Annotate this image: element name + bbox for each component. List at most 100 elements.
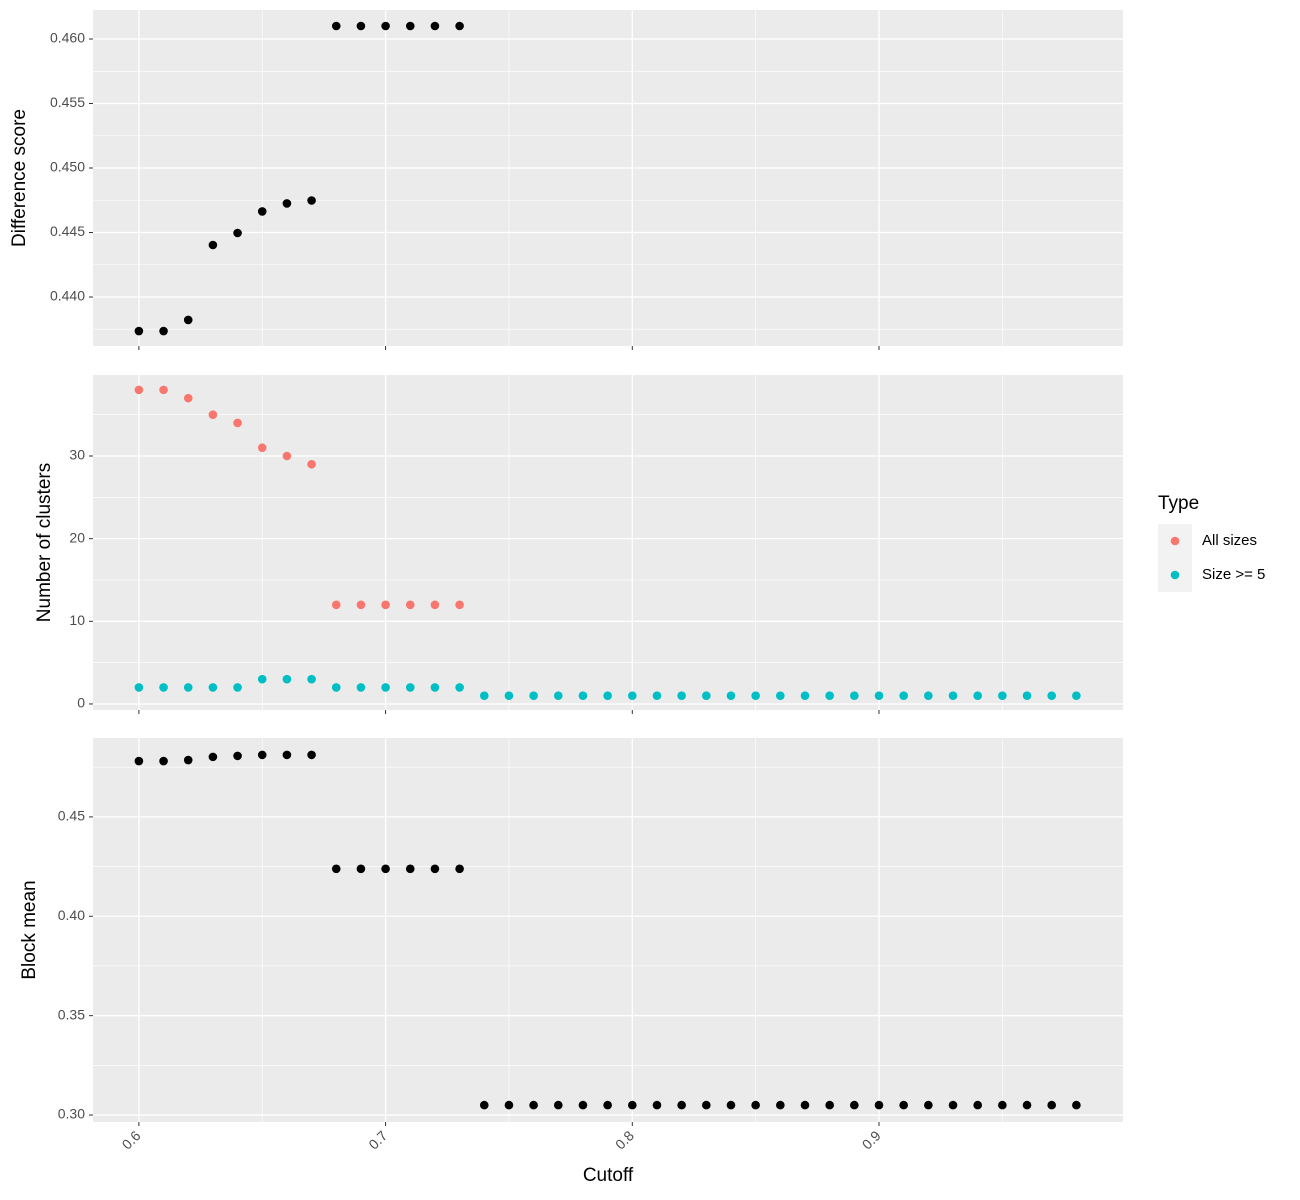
point [257,674,267,684]
point [331,864,341,874]
point [455,21,464,31]
point [899,1100,908,1110]
point [282,451,292,461]
point [825,691,834,701]
y-tick-label: 0.30 [58,1106,85,1122]
point [257,443,267,453]
y-tick-label: 30 [69,447,85,463]
point [134,756,144,766]
point [307,750,316,760]
point [455,864,464,874]
point [233,683,242,692]
point [973,691,982,701]
point [751,1100,760,1110]
point [405,21,415,31]
point [183,393,193,403]
point [405,683,415,692]
point [776,691,785,701]
point [924,691,933,701]
point [233,228,242,238]
point [233,751,242,761]
point [1022,691,1032,701]
y-axis-title: Block mean [19,880,40,979]
legend-marker [1170,536,1180,546]
x-tick-label: 0.6 [119,1127,144,1152]
y-tick-label: 0.450 [50,159,85,175]
legend-marker [1170,570,1180,580]
point [899,691,908,701]
point [134,385,144,395]
point [430,600,440,610]
point [356,21,366,31]
point [405,600,415,610]
point [998,691,1007,701]
point [553,1100,563,1110]
point [504,1100,514,1110]
point [776,1100,785,1110]
point [183,755,193,765]
point [702,1100,711,1110]
point [479,1100,489,1110]
legend-title: Type [1158,493,1199,514]
point [381,683,390,692]
point [134,326,144,336]
point [973,1100,982,1110]
point [677,691,686,701]
y-tick-label: 0.455 [50,94,85,110]
point [183,683,193,692]
point [282,674,292,684]
point [628,1100,637,1110]
y-tick-label: 0 [77,695,85,711]
point [603,691,612,701]
point [850,1100,859,1110]
point [529,1100,538,1110]
point [603,1100,612,1110]
point [257,207,267,216]
point [800,691,810,701]
point [307,459,316,469]
x-tick-label: 0.7 [365,1127,390,1152]
point [356,683,366,692]
point [208,752,218,762]
point [652,691,662,701]
point [924,1100,933,1110]
point [702,691,711,701]
point [183,315,193,325]
x-axis-title: Cutoff [583,1165,634,1186]
y-axis-title: Difference score [9,109,30,247]
point [529,691,538,701]
point [331,683,341,692]
point [381,21,390,31]
point [800,1100,810,1110]
point [553,691,563,701]
point [874,1100,884,1110]
point [331,21,341,31]
y-tick-label: 0.460 [50,30,85,46]
point [430,683,440,692]
point [159,326,168,336]
x-tick-label: 0.8 [612,1127,637,1152]
point [479,691,489,701]
point [628,691,637,701]
point [948,1100,958,1110]
point [825,1100,834,1110]
point [257,750,267,760]
legend-label: All sizes [1202,532,1257,549]
point [356,864,366,874]
point [998,1100,1007,1110]
point [208,410,218,419]
panel-background [93,375,1123,710]
point [850,691,859,701]
point [159,683,168,692]
point [578,1100,588,1110]
point [134,683,144,692]
point [504,691,514,701]
point [307,674,316,684]
panel-background [93,738,1123,1122]
point [1047,691,1057,701]
point [381,864,390,874]
point [1022,1100,1032,1110]
point [430,864,440,874]
